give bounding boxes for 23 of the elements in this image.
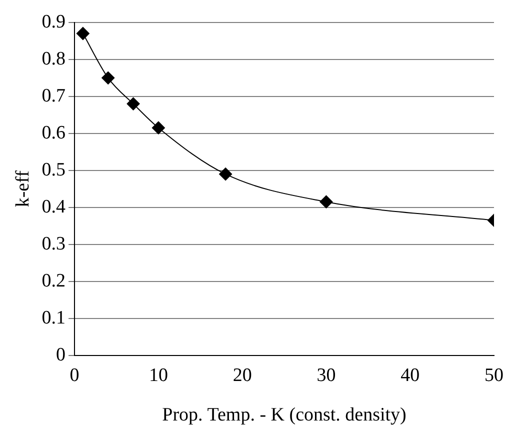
- point: [152, 121, 165, 134]
- y-tick-label: 0.1: [42, 307, 66, 328]
- y-axis-title: k-eff: [12, 170, 34, 208]
- y-tick-label: 0.9: [42, 11, 66, 32]
- y-tick-label: 0.3: [42, 233, 66, 254]
- x-axis-title: Prop. Temp. - K (const. density): [162, 404, 406, 426]
- x-tick-label: 10: [148, 364, 168, 386]
- y-tick-label: 0: [56, 344, 66, 366]
- x-tick-label: 0: [70, 364, 80, 386]
- x-tick-label: 40: [400, 364, 420, 386]
- x-tick-label: 30: [316, 364, 336, 386]
- y-tick-label: 0.6: [42, 122, 66, 144]
- y-tick-label: 0.5: [42, 159, 66, 180]
- y-tick-label: 0.7: [42, 85, 66, 106]
- x-tick-label: 20: [232, 364, 252, 386]
- point: [219, 168, 232, 181]
- y-tick-label: 0.4: [42, 196, 66, 218]
- point: [102, 71, 115, 84]
- y-tick-label: 0.2: [42, 270, 66, 292]
- point: [126, 97, 140, 110]
- y-tick-label: 0.8: [42, 48, 66, 70]
- x-tick-label: 50: [484, 364, 504, 386]
- point: [76, 27, 90, 40]
